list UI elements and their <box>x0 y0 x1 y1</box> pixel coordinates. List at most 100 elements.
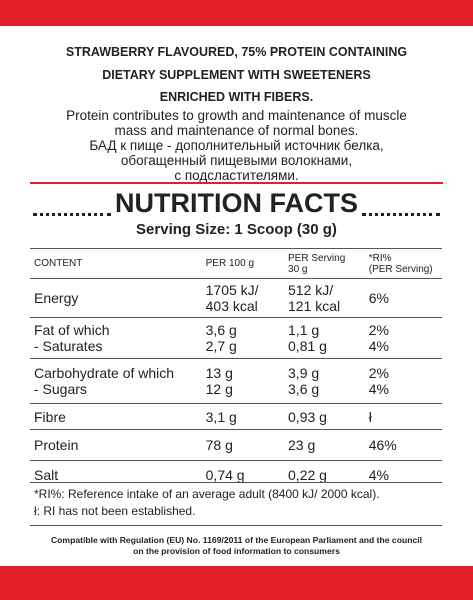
header-line: *RI% <box>368 252 392 264</box>
header-line: 30 g <box>288 263 308 275</box>
title-line: DIETARY SUPPLEMENT WITH SWEETENERS <box>102 67 371 82</box>
rule <box>30 525 442 526</box>
footnote: *RI%: Reference intake of an average adu… <box>34 487 380 501</box>
cell: 13 g 12 g <box>201 358 285 404</box>
cell-line: 0,93 g <box>288 408 327 425</box>
cell: Carbohydrate of which - Sugars <box>30 358 202 404</box>
cell: 4% <box>364 460 442 488</box>
header-cell: PER Serving 30 g <box>284 248 365 279</box>
cell-line: 23 g <box>288 437 316 453</box>
cell: ł <box>364 403 442 430</box>
cell-line: 46% <box>368 437 397 453</box>
cell: 0,93 g <box>284 403 365 430</box>
cell-line: 121 kcal <box>288 298 341 314</box>
nutrition-table: CONTENT PER 100 g PER Serving 30 g *RI% (PER … <box>30 248 442 488</box>
compliance: Compatible with Regulation (EU) No. 1169… <box>0 535 473 557</box>
cell-line: 4% <box>368 381 389 397</box>
cell-line: Carbohydrate of which <box>34 365 175 381</box>
cell-line: 0,22 g <box>288 466 327 483</box>
cell: 3,6 g 2,7 g <box>201 317 285 359</box>
description-line: с подсластителями. <box>174 168 299 183</box>
cell-line: 2% <box>368 322 389 338</box>
header-line: PER Serving <box>288 252 346 264</box>
description-line: обогащенный пищевыми волокнами, <box>120 153 353 168</box>
cell-line: 1705 kJ/ <box>205 282 259 298</box>
cell: Fibre <box>30 403 202 430</box>
facts-title: NUTRITION FACTS <box>115 188 358 218</box>
cell: 78 g <box>201 429 285 461</box>
cell-line: 3,6 g <box>288 381 320 397</box>
cell: 1,1 g 0,81 g <box>284 317 365 359</box>
row: Salt 0,74 g 0,22 g 4% <box>30 460 442 488</box>
cell-line: - Sugars <box>34 381 87 397</box>
cell: 3,9 g 3,6 g <box>284 358 365 404</box>
cell: Fat of which - Saturates <box>30 317 202 359</box>
cell-line: 4% <box>368 338 389 354</box>
description: Protein contributes to growth and mainte… <box>0 108 473 183</box>
dots <box>33 213 111 216</box>
cell: 0,74 g <box>201 460 285 488</box>
cell-line: 2% <box>368 365 389 381</box>
top-band <box>0 0 473 26</box>
header-line: CONTENT <box>34 258 83 269</box>
cell-line: 3,1 g <box>205 408 237 425</box>
cell-line: 0,74 g <box>205 466 245 483</box>
title-line: STRAWBERRY FLAVOURED, 75% PROTEIN CONTAI… <box>65 45 408 59</box>
serving: Serving Size: 1 Scoop (30 g) <box>136 221 337 238</box>
cell: Energy <box>30 278 202 318</box>
cell-line: - Saturates <box>34 338 103 354</box>
header-line: (PER Serving) <box>368 263 433 275</box>
cell-line: 1,1 g <box>288 322 320 338</box>
cell-line: 0,81 g <box>288 338 327 354</box>
cell-line: 512 kJ/ <box>288 282 334 298</box>
title-line: ENRICHED WITH FIBERS. <box>159 90 314 104</box>
footnotes: *RI%: Reference intake of an average adu… <box>34 486 380 520</box>
rule <box>30 482 442 483</box>
cell: 0,22 g <box>284 460 365 488</box>
red-rule <box>30 182 443 184</box>
cell-line: 78 g <box>205 437 233 453</box>
cell: 1705 kJ/403 kcal <box>201 278 285 318</box>
cell-line: Energy <box>34 290 79 306</box>
header-cell: CONTENT <box>30 248 202 279</box>
cell-line: 2,7 g <box>205 338 237 354</box>
row: Energy 1705 kJ/403 kcal 512 kJ/121 kcal 6% <box>30 278 442 318</box>
cell: 2% 4% <box>364 317 442 359</box>
header-cell: *RI% (PER Serving) <box>364 248 442 279</box>
cell-line: Fat of which <box>34 322 110 338</box>
cell-line: 4% <box>368 466 389 483</box>
cell-line: 3,9 g <box>288 365 320 381</box>
cell-line: Protein <box>34 437 79 453</box>
footnote: ł: RI has not been established. <box>34 504 196 518</box>
header-line: PER 100 g <box>205 258 255 269</box>
cell: Salt <box>30 460 202 488</box>
cell-line: 3,6 g <box>205 322 237 338</box>
row: Carbohydrate of which - Sugars 13 g 12 g 3,9… <box>30 358 442 404</box>
description-line: Protein contributes to growth and mainte… <box>66 108 407 123</box>
cell: Protein <box>30 429 202 461</box>
row: Fibre 3,1 g 0,93 g ł <box>30 403 442 430</box>
description-line: mass and maintenance of normal bones. <box>114 123 359 138</box>
cell-line: 403 kcal <box>205 298 258 314</box>
header-row: CONTENT PER 100 g PER Serving 30 g *RI% (PER … <box>30 248 442 279</box>
bottom-band <box>0 566 473 600</box>
row: Protein 78 g 23 g 46% <box>30 429 442 461</box>
cell-line: ł <box>368 408 372 425</box>
cell: 2% 4% <box>364 358 442 404</box>
cell-line: 13 g <box>205 365 233 381</box>
compliance-line: on the provision of food information to … <box>133 546 340 556</box>
compliance-line: Compatible with Regulation (EU) No. 1169… <box>50 535 423 545</box>
cell: 6% <box>364 278 442 318</box>
cell: 3,1 g <box>201 403 285 430</box>
cell-line: Fibre <box>34 408 66 425</box>
cell-line: 12 g <box>205 381 233 397</box>
cell-line: 6% <box>368 290 389 306</box>
description-line: БАД к пище - дополнительный источник бел… <box>89 138 384 153</box>
dots <box>362 213 440 216</box>
cell: 512 kJ/121 kcal <box>284 278 365 318</box>
row: Fat of which - Saturates 3,6 g 2,7 g 1,1 g 0,… <box>30 317 442 359</box>
cell: 46% <box>364 429 442 461</box>
cell: 23 g <box>284 429 365 461</box>
header-cell: PER 100 g <box>201 248 285 279</box>
